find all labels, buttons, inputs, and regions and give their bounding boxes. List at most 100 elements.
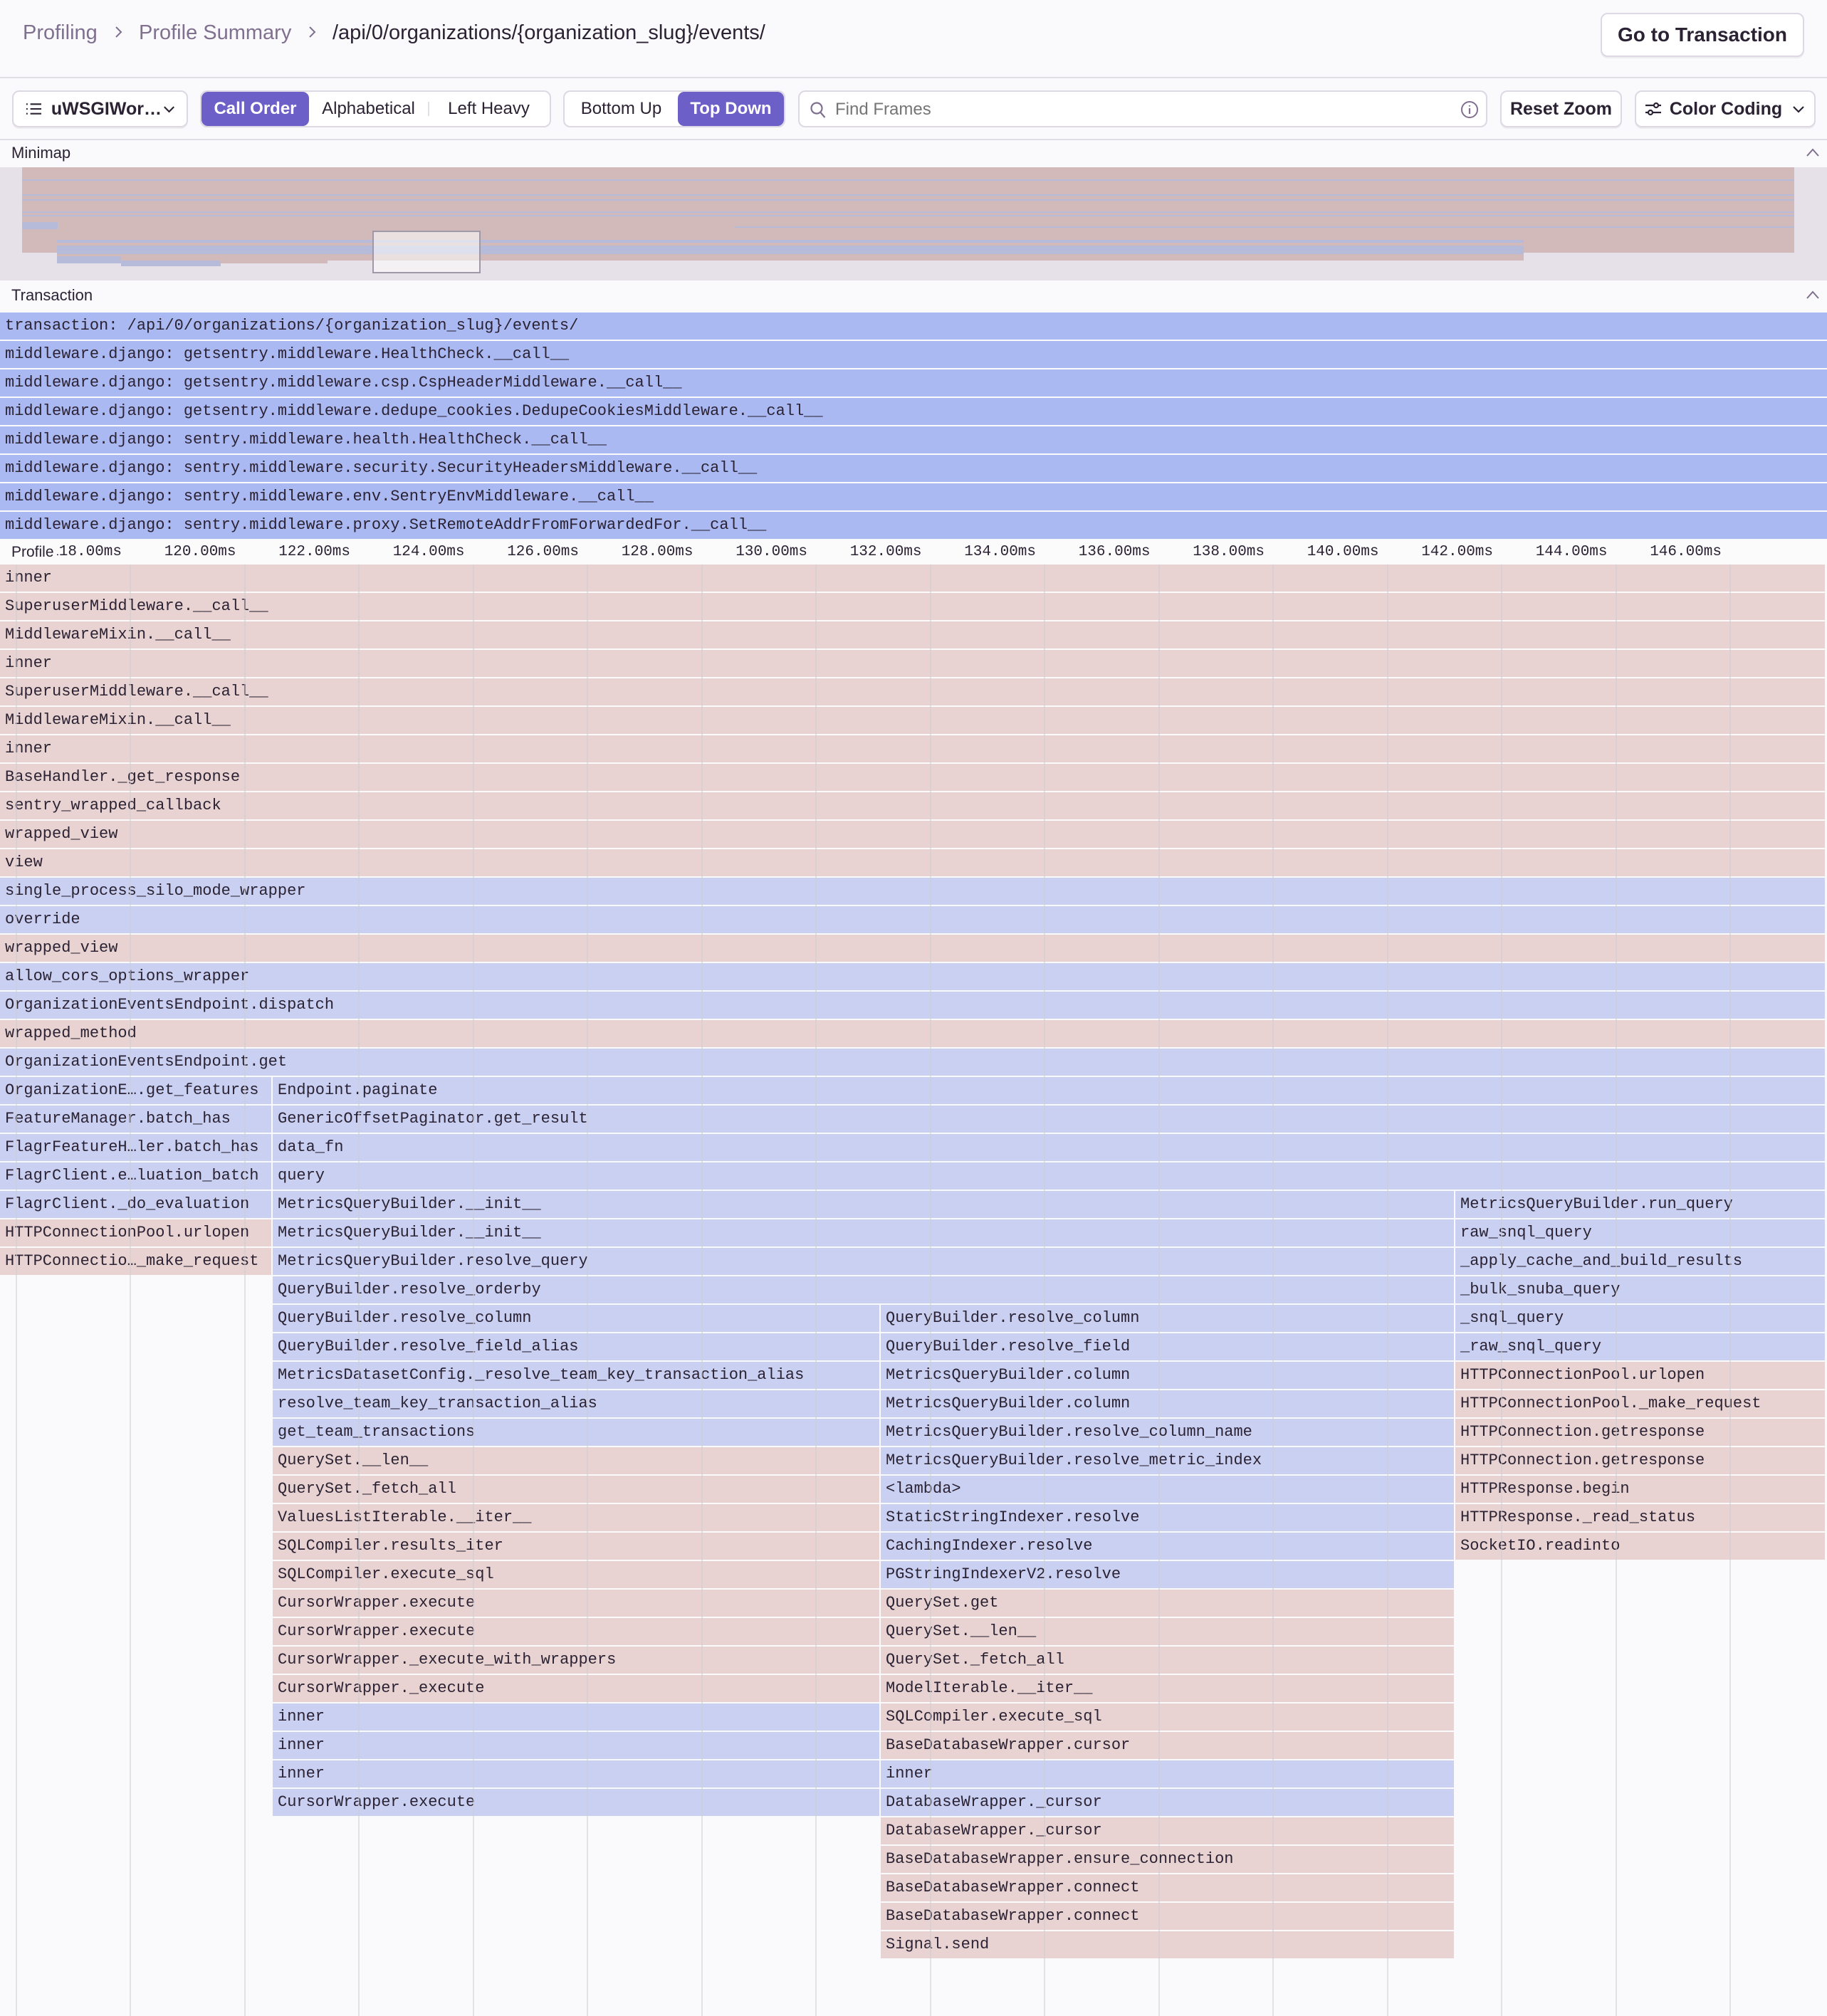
chevron-up-icon[interactable] bbox=[1804, 145, 1821, 159]
flamegraph-frame[interactable]: BaseHandler._get_response bbox=[0, 764, 1825, 791]
flamegraph-frame[interactable]: MetricsQueryBuilder.__init__ bbox=[273, 1191, 1454, 1218]
flamegraph-frame[interactable]: SuperuserMiddleware.__call__ bbox=[0, 678, 1825, 705]
flamegraph-frame[interactable]: inner bbox=[273, 1703, 879, 1731]
transaction-span[interactable]: middleware.django: getsentry.middleware.… bbox=[0, 369, 1827, 397]
flamegraph-frame[interactable]: allow_cors_options_wrapper bbox=[0, 963, 1825, 990]
flamegraph-frame[interactable]: SQLCompiler.results_iter bbox=[273, 1533, 879, 1560]
flamegraph-frame[interactable]: HTTPConnection.getresponse bbox=[1455, 1447, 1825, 1474]
breadcrumb-profile-summary[interactable]: Profile Summary bbox=[139, 21, 292, 44]
flamegraph-frame[interactable]: raw_snql_query bbox=[1455, 1219, 1825, 1246]
flamegraph-frame[interactable]: CursorWrapper.execute bbox=[273, 1590, 879, 1617]
flamegraph-frame[interactable]: MetricsQueryBuilder.__init__ bbox=[273, 1219, 1454, 1246]
flamegraph-frame[interactable]: QueryBuilder.resolve_field_alias bbox=[273, 1333, 879, 1360]
flamegraph-frame[interactable]: inner bbox=[273, 1760, 879, 1787]
flamegraph-frame[interactable]: MiddlewareMixin.__call__ bbox=[0, 707, 1825, 734]
flamegraph-frame[interactable]: MetricsQueryBuilder.resolve_query bbox=[273, 1248, 1454, 1275]
flamegraph-frame[interactable]: OrganizationEventsEndpoint.dispatch bbox=[0, 992, 1825, 1019]
flamegraph-frame[interactable]: inner bbox=[881, 1760, 1454, 1787]
flamegraph-frame[interactable]: MetricsQueryBuilder.column bbox=[881, 1390, 1454, 1417]
flamegraph-frame[interactable]: override bbox=[0, 906, 1825, 933]
flamegraph-frame[interactable]: HTTPConnection.getresponse bbox=[1455, 1419, 1825, 1446]
transaction-span[interactable]: middleware.django: sentry.middleware.sec… bbox=[0, 455, 1827, 482]
flamegraph-frame[interactable]: MetricsQueryBuilder.resolve_metric_index bbox=[881, 1447, 1454, 1474]
flamegraph-frame[interactable]: data_fn bbox=[273, 1134, 1825, 1161]
thread-select[interactable]: uWSGIWor… bbox=[12, 90, 188, 127]
transaction-span[interactable]: transaction: /api/0/organizations/{organ… bbox=[0, 313, 1827, 340]
flamegraph-frame[interactable]: DatabaseWrapper._cursor bbox=[881, 1817, 1454, 1844]
flamegraph-frame[interactable]: FlagrFeatureH…ler.batch_has bbox=[0, 1134, 271, 1161]
flamegraph-frame[interactable]: FlagrClient._do_evaluation bbox=[0, 1191, 271, 1218]
flamegraph-frame[interactable]: DatabaseWrapper._cursor bbox=[881, 1789, 1454, 1816]
flamegraph-frame[interactable]: query bbox=[273, 1162, 1825, 1190]
view-bottom-up[interactable]: Bottom Up bbox=[580, 99, 662, 118]
info-icon[interactable] bbox=[1460, 100, 1479, 119]
transaction-span[interactable]: middleware.django: getsentry.middleware.… bbox=[0, 398, 1827, 425]
view-top-down[interactable]: Top Down bbox=[677, 92, 784, 126]
flamegraph-frame[interactable]: single_process_silo_mode_wrapper bbox=[0, 878, 1825, 905]
flamegraph-frame[interactable]: wrapped_method bbox=[0, 1020, 1825, 1047]
flamegraph-frame[interactable]: HTTPConnectionPool._make_request bbox=[1455, 1390, 1825, 1417]
flamegraph-frame[interactable]: BaseDatabaseWrapper.cursor bbox=[881, 1732, 1454, 1759]
flamegraph-frame[interactable]: SuperuserMiddleware.__call__ bbox=[0, 593, 1825, 620]
flamegraph-frame[interactable]: inner bbox=[0, 650, 1825, 677]
flamegraph-frame[interactable]: BaseDatabaseWrapper.connect bbox=[881, 1874, 1454, 1901]
flamegraph-frame[interactable]: sentry_wrapped_callback bbox=[0, 792, 1825, 819]
flamegraph-frame[interactable]: GenericOffsetPaginator.get_result bbox=[273, 1106, 1825, 1133]
flamegraph-frame[interactable]: MetricsQueryBuilder.run_query bbox=[1455, 1191, 1825, 1218]
flamegraph-frame[interactable]: OrganizationEventsEndpoint.get bbox=[0, 1049, 1825, 1076]
find-frames-input[interactable] bbox=[834, 96, 1435, 123]
flamegraph-frame[interactable]: <lambda> bbox=[881, 1476, 1454, 1503]
flamegraph-frame[interactable]: QueryBuilder.resolve_orderby bbox=[273, 1276, 1454, 1303]
flamegraph-frame[interactable]: PGStringIndexerV2.resolve bbox=[881, 1561, 1454, 1588]
flamegraph-frame[interactable]: MetricsQueryBuilder.resolve_column_name bbox=[881, 1419, 1454, 1446]
breadcrumb-profiling[interactable]: Profiling bbox=[23, 21, 98, 44]
flamegraph-frame[interactable]: Signal.send bbox=[881, 1931, 1454, 1958]
flamegraph-frame[interactable]: BaseDatabaseWrapper.connect bbox=[881, 1903, 1454, 1930]
flamegraph-frame[interactable]: SQLCompiler.execute_sql bbox=[273, 1561, 879, 1588]
flamegraph-frame[interactable]: CursorWrapper.execute bbox=[273, 1789, 879, 1816]
flamegraph-frame[interactable]: _raw_snql_query bbox=[1455, 1333, 1825, 1360]
flamegraph-frame[interactable]: CachingIndexer.resolve bbox=[881, 1533, 1454, 1560]
flamegraph-frame[interactable]: SocketIO.readinto bbox=[1455, 1533, 1825, 1560]
flamegraph-frame[interactable]: QuerySet._fetch_all bbox=[881, 1647, 1454, 1674]
flamegraph-frame[interactable]: inner bbox=[273, 1732, 879, 1759]
flamegraph-frame[interactable]: inner bbox=[0, 565, 1825, 592]
flamegraph-frame[interactable]: _bulk_snuba_query bbox=[1455, 1276, 1825, 1303]
sort-call-order[interactable]: Call Order bbox=[201, 92, 309, 126]
flamegraph-frame[interactable]: HTTPResponse.begin bbox=[1455, 1476, 1825, 1503]
flamegraph-frame[interactable]: ValuesListIterable.__iter__ bbox=[273, 1504, 879, 1531]
transaction-span[interactable]: middleware.django: getsentry.middleware.… bbox=[0, 341, 1827, 368]
flamegraph-frame[interactable]: HTTPConnectionPool.urlopen bbox=[1455, 1362, 1825, 1389]
flamegraph-frame[interactable]: FlagrClient.e…luation_batch bbox=[0, 1162, 271, 1190]
flamegraph-frame[interactable]: inner bbox=[0, 735, 1825, 762]
flamegraph-frame[interactable]: MetricsDatasetConfig._resolve_team_key_t… bbox=[273, 1362, 879, 1389]
flamegraph-frame[interactable]: HTTPConnectio…_make_request bbox=[0, 1248, 271, 1275]
flamegraph-frame[interactable]: QuerySet.__len__ bbox=[273, 1447, 879, 1474]
flamegraph-frame[interactable]: QueryBuilder.resolve_field bbox=[881, 1333, 1454, 1360]
reset-zoom-button[interactable]: Reset Zoom bbox=[1500, 90, 1622, 127]
flamegraph-frame[interactable]: CursorWrapper._execute bbox=[273, 1675, 879, 1702]
flamegraph-frame[interactable]: get_team_transactions bbox=[273, 1419, 879, 1446]
flamegraph-frame[interactable]: Endpoint.paginate bbox=[273, 1077, 1825, 1104]
sort-left-heavy[interactable]: Left Heavy bbox=[448, 99, 530, 118]
flamegraph-frame[interactable]: QueryBuilder.resolve_column bbox=[273, 1305, 879, 1332]
flamegraph-frame[interactable]: FeatureManager.batch_has bbox=[0, 1106, 271, 1133]
minimap[interactable] bbox=[0, 167, 1827, 280]
flamegraph-frame[interactable]: wrapped_view bbox=[0, 935, 1825, 962]
go-to-transaction-button[interactable]: Go to Transaction bbox=[1601, 13, 1804, 57]
transaction-span[interactable]: middleware.django: sentry.middleware.pro… bbox=[0, 512, 1827, 539]
flamegraph-frame[interactable]: HTTPConnectionPool.urlopen bbox=[0, 1219, 271, 1246]
flamegraph-frame[interactable]: BaseDatabaseWrapper.ensure_connection bbox=[881, 1846, 1454, 1873]
flamegraph-frame[interactable]: view bbox=[0, 849, 1825, 876]
find-frames-search[interactable] bbox=[798, 90, 1487, 127]
flamegraph-frame[interactable]: _apply_cache_and_build_results bbox=[1455, 1248, 1825, 1275]
flamegraph-frame[interactable]: MetricsQueryBuilder.column bbox=[881, 1362, 1454, 1389]
flamegraph-frame[interactable]: SQLCompiler.execute_sql bbox=[881, 1703, 1454, 1731]
flamegraph-frame[interactable]: QuerySet.__len__ bbox=[881, 1618, 1454, 1645]
color-coding-button[interactable]: Color Coding bbox=[1635, 90, 1816, 127]
chevron-up-icon[interactable] bbox=[1804, 288, 1821, 302]
flamegraph-frame[interactable]: CursorWrapper.execute bbox=[273, 1618, 879, 1645]
transaction-span[interactable]: middleware.django: sentry.middleware.env… bbox=[0, 483, 1827, 510]
flamegraph-frame[interactable]: wrapped_view bbox=[0, 821, 1825, 848]
flamegraph-frame[interactable]: _snql_query bbox=[1455, 1305, 1825, 1332]
